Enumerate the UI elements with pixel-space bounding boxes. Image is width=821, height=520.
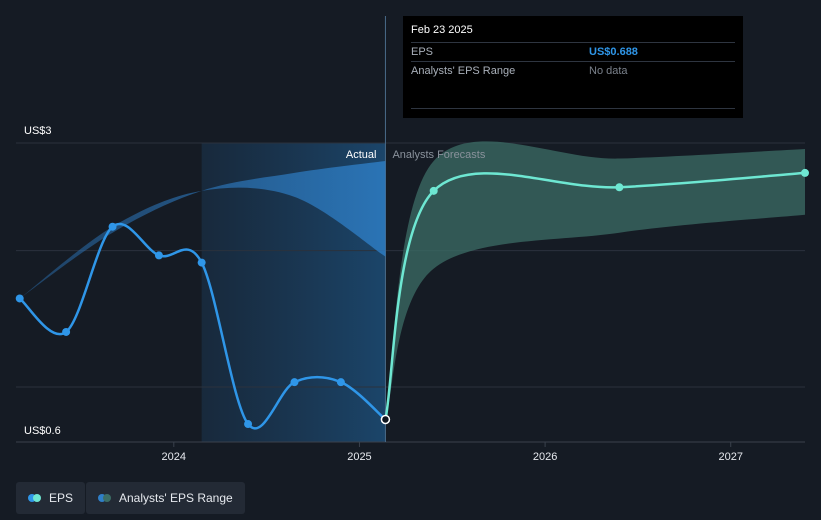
tooltip-panel: Feb 23 2025 EPS US$0.688 Analysts' EPS R…: [403, 16, 743, 118]
legend-eps-range[interactable]: Analysts' EPS Range: [86, 482, 245, 514]
eps-point-actual-0: [15, 294, 24, 303]
eps-line-forecast: [384, 171, 806, 420]
eps-point-actual-3: [154, 251, 163, 260]
x-tick-label-2027: 2027: [718, 451, 742, 463]
x-tick-label-2025: 2025: [347, 451, 371, 463]
actual-label: Actual: [346, 149, 377, 161]
forecast-label: Analysts Forecasts: [392, 149, 485, 161]
x-tick-label-2024: 2024: [162, 451, 186, 463]
eps-point-forecast-3: [801, 168, 809, 177]
legend-eps-label: EPS: [49, 491, 74, 505]
eps-point-actual-8: [380, 414, 391, 425]
legend-range-label: Analysts' EPS Range: [119, 491, 233, 505]
eps-range-band-forecast: [385, 141, 805, 420]
tooltip-eps-label: EPS: [411, 46, 434, 58]
eps-point-actual-4: [197, 258, 206, 267]
eps-point-actual-6: [290, 378, 299, 387]
tooltip-eps-value: US$0.688: [589, 46, 638, 58]
eps-point-actual-2: [108, 222, 117, 231]
legend-eps-icon: [28, 494, 41, 502]
y-axis-top-label: US$3: [24, 125, 52, 137]
tooltip-range-label: Analysts' EPS Range: [411, 65, 516, 77]
y-axis-bottom-label: US$0.6: [24, 425, 61, 437]
x-tick-label-2026: 2026: [533, 451, 557, 463]
eps-point-actual-5: [244, 420, 253, 429]
tooltip-row-range: Analysts' EPS Range No data: [411, 61, 735, 80]
eps-point-actual-1: [62, 327, 71, 336]
eps-point-actual-7: [336, 378, 345, 387]
tooltip-divider: [411, 108, 735, 109]
eps-point-forecast-2: [615, 183, 624, 192]
eps-point-forecast-1: [429, 186, 438, 195]
tooltip-date: Feb 23 2025: [411, 24, 473, 36]
legend-eps[interactable]: EPS: [16, 482, 86, 514]
tooltip-row-eps: EPS US$0.688: [411, 42, 735, 61]
legend-range-icon: [98, 494, 111, 502]
tooltip-range-value: No data: [589, 65, 628, 77]
eps-range-band-past: [19, 160, 386, 299]
